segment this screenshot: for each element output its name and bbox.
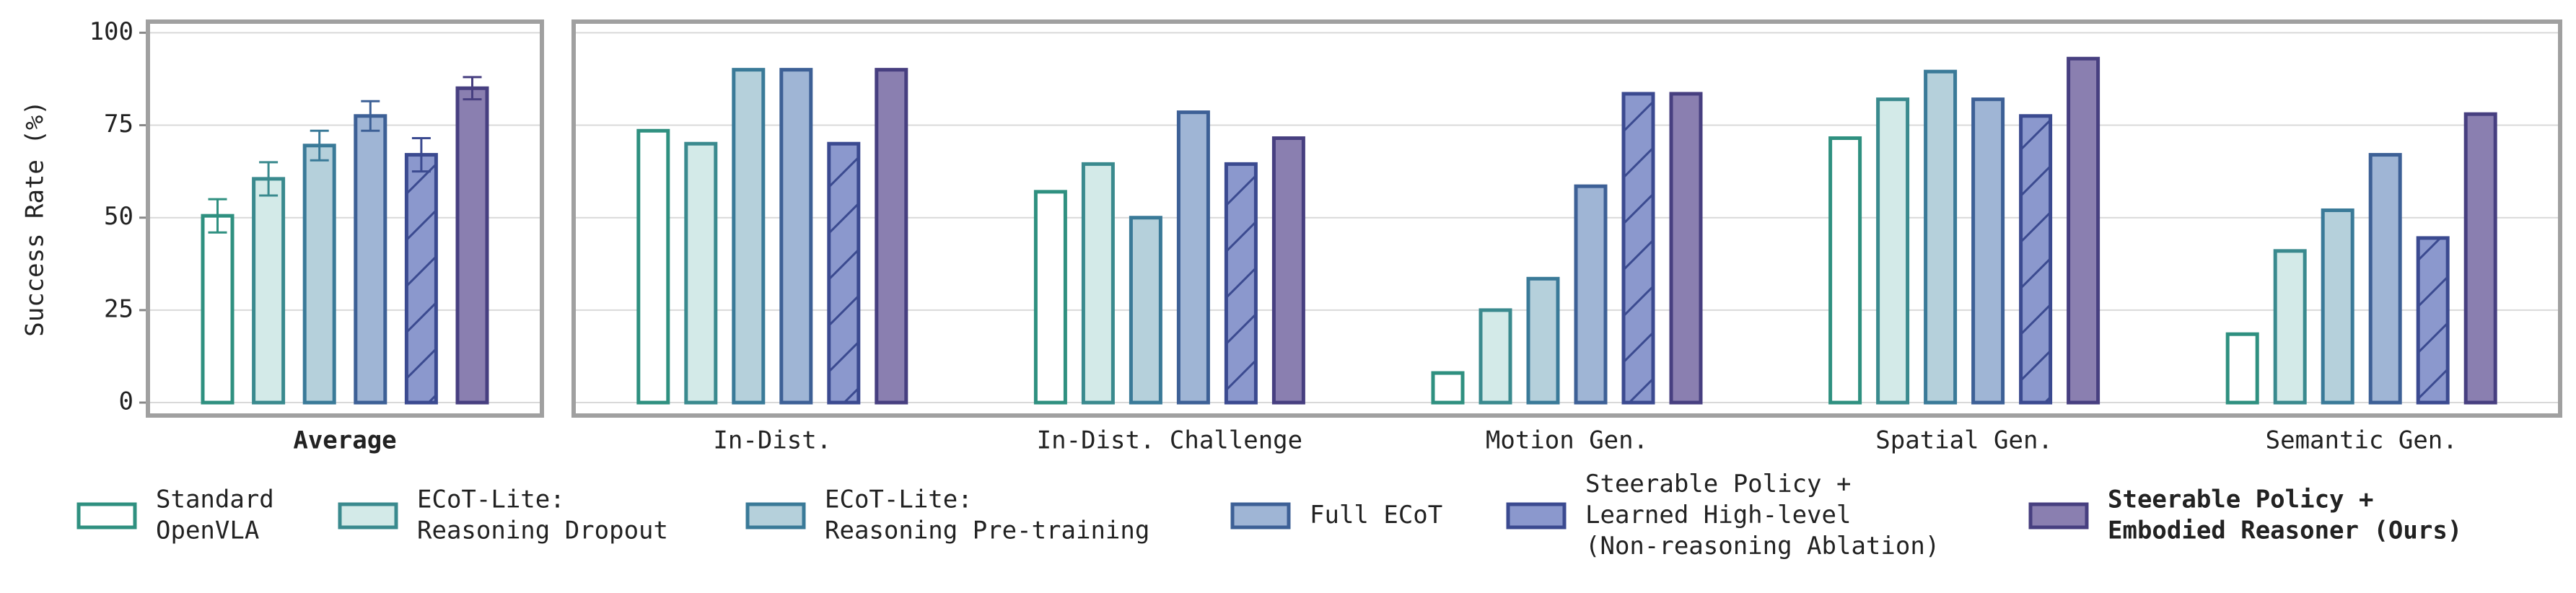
x-tick-label: Motion Gen.: [1486, 426, 1648, 455]
y-tick-label: 50: [104, 202, 133, 231]
bar: [252, 177, 286, 405]
bar: [1828, 136, 1862, 405]
bar: [1876, 97, 1910, 405]
legend-patch: [2028, 502, 2089, 530]
bar: [1526, 276, 1560, 405]
y-tick-label: 100: [89, 17, 133, 46]
bar: [684, 141, 718, 405]
bar: [1924, 69, 1958, 405]
bar: [354, 114, 387, 405]
error-bar: [411, 136, 431, 173]
bar: [732, 68, 766, 405]
x-tick-label: Spatial Gen.: [1875, 426, 2053, 455]
legend-patch: [745, 502, 806, 530]
bar: [1971, 97, 2005, 405]
bar: [1081, 162, 1115, 405]
bar: [2368, 153, 2402, 405]
error-bar: [361, 100, 380, 132]
bar: [636, 128, 670, 405]
bar: [1478, 308, 1512, 405]
bar: [201, 214, 235, 405]
y-tick-label: 25: [104, 294, 133, 323]
x-tick-label: In-Dist. Challenge: [1037, 426, 1302, 455]
bar: [2463, 112, 2497, 405]
bar: [302, 144, 336, 405]
bar: [779, 68, 813, 405]
bar: [1033, 190, 1067, 405]
y-tick-label: 75: [104, 110, 133, 139]
bar: [404, 153, 438, 405]
x-tick-label: Semantic Gen.: [2266, 426, 2458, 455]
bar: [2225, 332, 2259, 405]
bar: [2321, 208, 2354, 405]
legend-label: ECoT-Lite: Reasoning Dropout: [417, 485, 668, 545]
x-tick-label: In-Dist.: [713, 426, 831, 455]
bar: [827, 141, 861, 405]
y-axis-label: Success Rate (%): [21, 100, 50, 337]
bar: [1271, 136, 1305, 405]
y-tick-label: 0: [119, 387, 133, 416]
legend-patch: [1230, 502, 1291, 530]
bar: [1224, 162, 1258, 405]
bar: [1574, 184, 1608, 405]
error-bar: [259, 161, 279, 197]
bar: [2273, 249, 2307, 405]
bar: [455, 86, 489, 405]
legend-label: Steerable Policy + Learned High-level (Non…: [1585, 470, 1940, 561]
legend-label: Full ECoT: [1310, 501, 1442, 530]
error-bar: [463, 76, 482, 101]
bar: [2416, 236, 2450, 405]
error-bar: [310, 129, 329, 162]
x-tick-label: Average: [293, 426, 396, 455]
legend-patch: [1506, 502, 1567, 530]
legend-patch: [76, 502, 137, 530]
error-bar: [208, 198, 227, 234]
legend-label: Standard OpenVLA: [156, 485, 274, 545]
bar: [2067, 56, 2100, 405]
legend-label: ECoT-Lite: Reasoning Pre-training: [825, 485, 1149, 545]
panel-frame: [571, 19, 2562, 418]
panel-frame: [146, 19, 544, 418]
legend-patch: [338, 502, 398, 530]
legend-label: Steerable Policy + Embodied Reasoner (Our…: [2108, 485, 2462, 545]
bar: [875, 68, 908, 405]
bar: [1176, 110, 1210, 405]
bar: [1129, 216, 1162, 405]
bar: [2019, 114, 2053, 405]
bar: [1669, 92, 1703, 405]
bar: [1431, 371, 1465, 405]
bar: [1621, 92, 1655, 405]
